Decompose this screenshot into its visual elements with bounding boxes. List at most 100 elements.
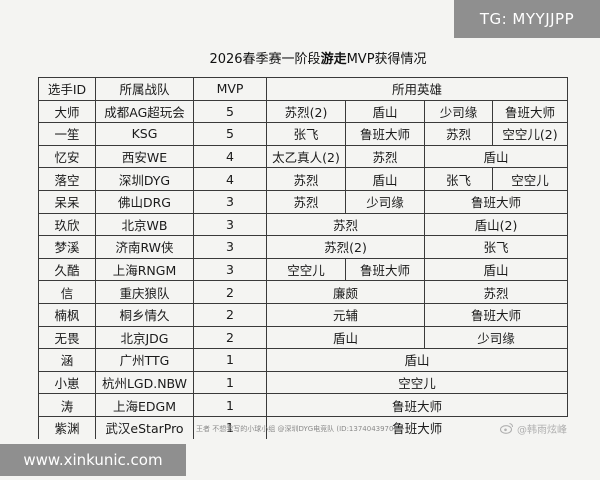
title-bold: 游走 xyxy=(320,51,347,67)
player-id-cell: 落空 xyxy=(38,167,96,191)
hero-cell: 张飞 xyxy=(266,122,346,146)
hero-cell: 鲁班大师 xyxy=(345,122,425,146)
team-cell: 武汉eStarPro xyxy=(95,415,194,439)
weibo-watermark: @韩雨炫峰 xyxy=(500,420,590,436)
player-id-cell: 玖欣 xyxy=(38,212,96,237)
hero-cell: 太乙真人(2) xyxy=(266,144,346,169)
hero-cell: 盾山 xyxy=(266,348,568,372)
team-cell: 桐乡情久 xyxy=(95,302,194,327)
title-suffix: MVP获得情况 xyxy=(346,51,427,67)
team-cell: 济南RW侠 xyxy=(95,235,194,259)
table-row: 无畏 北京JDG 2 盾山 少司缘 xyxy=(38,325,568,350)
table-row: 紫渊 武汉eStarPro 1 鲁班大师 xyxy=(38,415,568,439)
team-cell: 上海RNGM xyxy=(95,257,194,282)
weibo-handle: @韩雨炫峰 xyxy=(517,424,567,436)
team-cell: 北京WB xyxy=(95,212,194,237)
hero-cell: 空空儿 xyxy=(266,370,568,395)
team-cell: KSG xyxy=(95,122,194,146)
table-row: 信重庆狼队 2 廉颇 苏烈 xyxy=(38,280,568,304)
team-cell: 重庆狼队 xyxy=(95,280,194,304)
site-url-banner: www.xinkunic.com xyxy=(0,444,186,476)
table-row: 忆安 西安WE 4 太乙真人(2) 苏烈 盾山 xyxy=(38,144,568,169)
mvp-count-cell: 1 xyxy=(193,370,267,395)
table-row: 梦溪 济南RW侠 3 苏烈(2) 张飞 xyxy=(38,235,568,259)
hero-cell: 少司缘 xyxy=(424,325,568,350)
mvp-count-cell: 1 xyxy=(193,393,267,417)
hero-cell: 廉颇 xyxy=(266,280,425,304)
team-cell: 深圳DYG xyxy=(95,167,194,191)
hero-cell: 鲁班大师 xyxy=(266,415,568,439)
hero-cell: 张飞 xyxy=(424,167,493,191)
hero-cell: 盾山 xyxy=(266,325,425,350)
footer-caption: 王者 不想我写的小球小组 @深圳DYG电竞队 (ID:1374043970) xyxy=(196,425,397,433)
hero-cell: 苏烈 xyxy=(424,280,568,304)
table-row: 小崽 杭州LGD.NBW 1 空空儿 xyxy=(38,370,568,395)
hero-cell: 苏烈(2) xyxy=(266,235,425,259)
table-header-row: 选手ID 所属战队 MVP 所用英雄 xyxy=(38,77,568,101)
hero-cell: 盾山 xyxy=(345,167,425,191)
hero-cell: 盾山 xyxy=(345,99,425,124)
hero-cell: 少司缘 xyxy=(424,99,493,124)
player-id-cell: 梦溪 xyxy=(38,235,96,259)
mvp-count-cell: 3 xyxy=(193,257,267,282)
table-row: 涛上海EDGM 1 鲁班大师 xyxy=(38,393,568,417)
mvp-count-cell: 4 xyxy=(193,144,267,169)
hero-cell: 苏烈 xyxy=(266,212,425,237)
player-id-cell: 紫渊 xyxy=(38,415,96,439)
team-cell: 西安WE xyxy=(95,144,194,169)
mvp-count-cell: 1 xyxy=(193,348,267,372)
table-row: 涵广州TTG 1 盾山 xyxy=(38,348,568,372)
player-id-cell: 呆呆 xyxy=(38,189,96,214)
table-row: 呆呆 佛山DRG 3 苏烈 少司缘 鲁班大师 xyxy=(38,189,568,214)
table-row: 大师 成都AG超玩会 5 苏烈(2) 盾山 少司缘 鲁班大师 xyxy=(38,99,568,124)
mvp-count-cell: 3 xyxy=(193,212,267,237)
hero-cell: 空空儿 xyxy=(492,167,568,191)
hero-cell: 苏烈 xyxy=(266,167,346,191)
player-id-cell: 楠枫 xyxy=(38,302,96,327)
hero-cell: 鲁班大师 xyxy=(266,393,568,417)
hero-cell: 元辅 xyxy=(266,302,425,327)
page-title: 2026春季赛一阶段 游走 MVP获得情况 xyxy=(168,42,468,72)
player-id-cell: 忆安 xyxy=(38,144,96,169)
team-cell: 佛山DRG xyxy=(95,189,194,214)
mvp-count-cell: 1 xyxy=(193,415,267,439)
mvp-count-cell: 5 xyxy=(193,122,267,146)
header-mvp: MVP xyxy=(193,77,267,101)
hero-cell: 苏烈(2) xyxy=(266,99,346,124)
table-row: 一笙 KSG 5 张飞 鲁班大师 苏烈 空空儿(2) xyxy=(38,122,568,146)
header-team: 所属战队 xyxy=(95,77,194,101)
tg-watermark-badge: TG: MYYJJPP xyxy=(454,0,600,38)
team-cell: 上海EDGM xyxy=(95,393,194,417)
player-id-cell: 久酷 xyxy=(38,257,96,282)
team-cell: 北京JDG xyxy=(95,325,194,350)
mvp-count-cell: 2 xyxy=(193,280,267,304)
header-player-id: 选手ID xyxy=(38,77,96,101)
hero-cell: 盾山(2) xyxy=(424,212,568,237)
mvp-count-cell: 2 xyxy=(193,325,267,350)
hero-cell: 鲁班大师 xyxy=(492,99,568,124)
table-row: 玖欣 北京WB 3 苏烈 盾山(2) xyxy=(38,212,568,237)
mvp-count-cell: 5 xyxy=(193,99,267,124)
player-id-cell: 小崽 xyxy=(38,370,96,395)
table-row: 楠枫 桐乡情久 2 元辅 鲁班大师 xyxy=(38,302,568,327)
team-cell: 杭州LGD.NBW xyxy=(95,370,194,395)
hero-cell: 鲁班大师 xyxy=(345,257,425,282)
table-row: 落空 深圳DYG 4 苏烈 盾山 张飞 空空儿 xyxy=(38,167,568,191)
mvp-count-cell: 2 xyxy=(193,302,267,327)
player-id-cell: 信 xyxy=(38,280,96,304)
hero-cell: 空空儿 xyxy=(266,257,346,282)
table-row: 久酷 上海RNGM 3 空空儿 鲁班大师 盾山 xyxy=(38,257,568,282)
hero-cell: 盾山 xyxy=(424,257,568,282)
title-prefix: 2026春季赛一阶段 xyxy=(209,51,321,67)
player-id-cell: 大师 xyxy=(38,99,96,124)
hero-cell: 苏烈 xyxy=(345,144,425,169)
team-cell: 成都AG超玩会 xyxy=(95,99,194,124)
mvp-table: 选手ID 所属战队 MVP 所用英雄 大师 成都AG超玩会 5 苏烈(2) 盾山 少司缘 鲁班大师一… xyxy=(38,77,568,439)
hero-cell: 鲁班大师 xyxy=(424,302,568,327)
player-id-cell: 一笙 xyxy=(38,122,96,146)
hero-cell: 空空儿(2) xyxy=(492,122,568,146)
hero-cell: 苏烈 xyxy=(266,189,346,214)
hero-cell: 张飞 xyxy=(424,235,568,259)
player-id-cell: 涛 xyxy=(38,393,96,417)
